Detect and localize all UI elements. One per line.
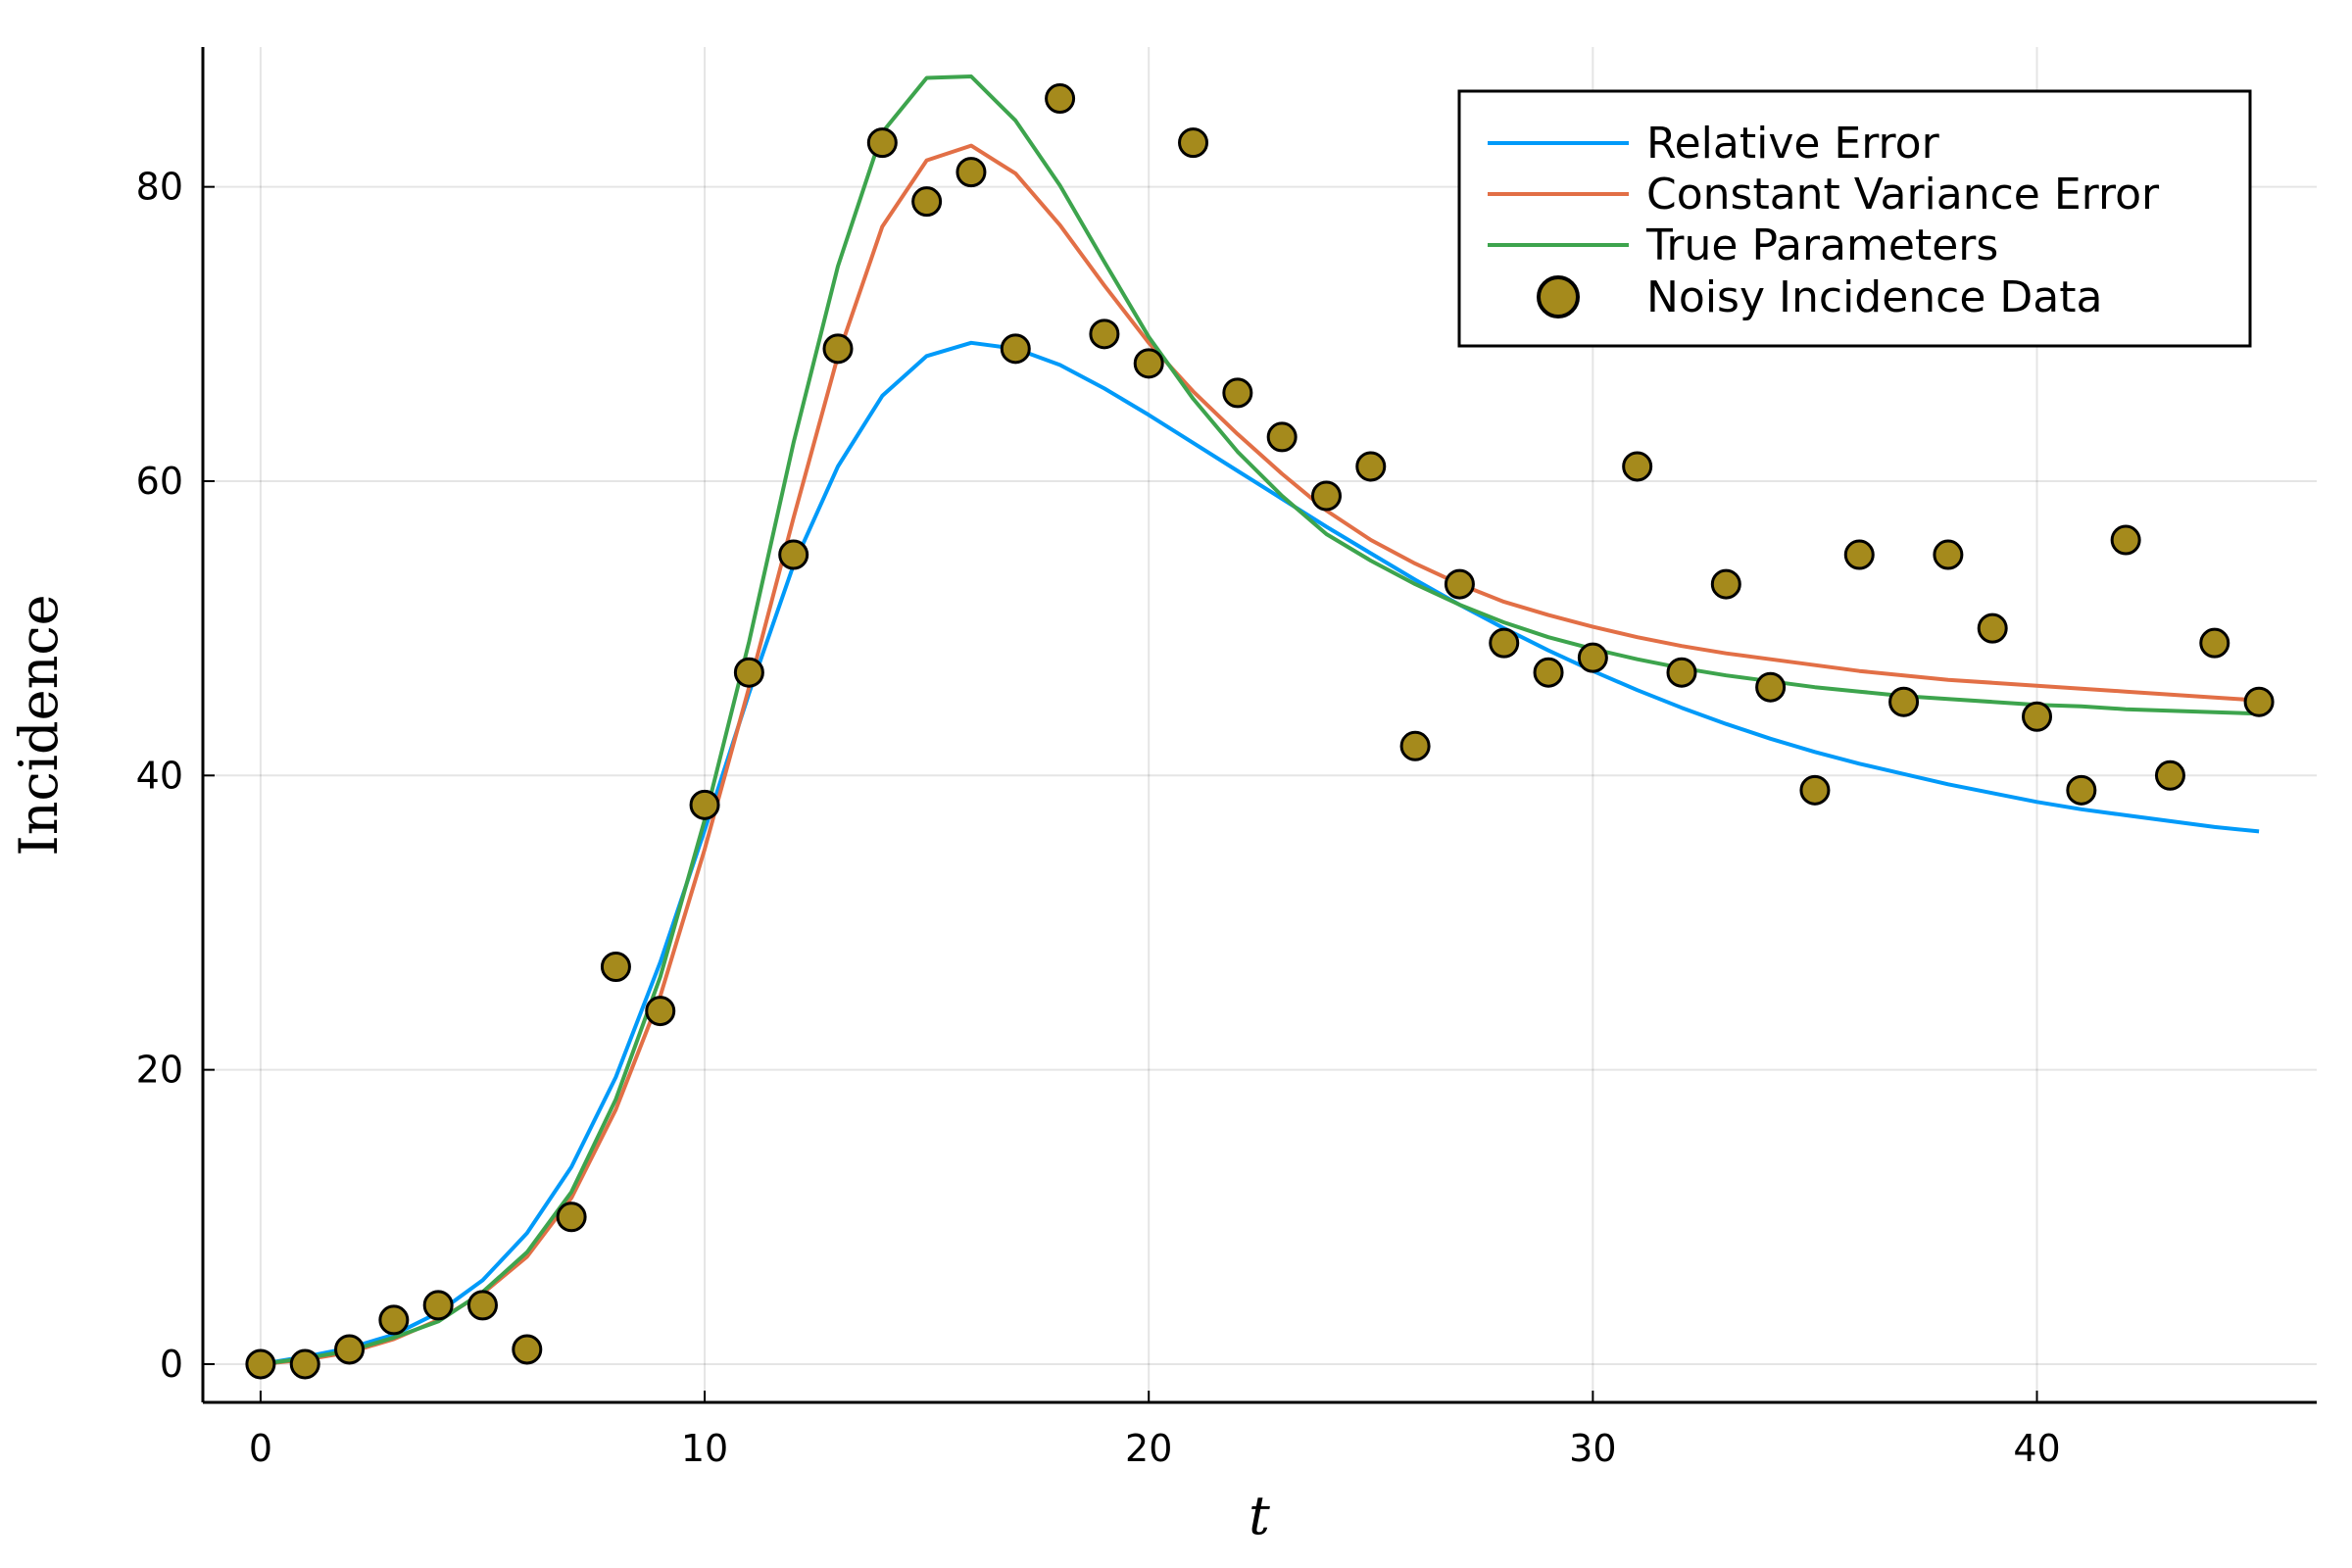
data-point: [1799, 774, 1831, 806]
data-point: [378, 1304, 410, 1336]
legend-entry-label: True Parameters: [1645, 220, 1998, 270]
data-point: [866, 127, 898, 159]
legend-entry-label: Relative Error: [1646, 119, 1940, 169]
data-point: [334, 1334, 366, 1365]
data-point: [778, 539, 809, 570]
series-line-constant-variance-error: [260, 143, 2260, 1366]
data-point: [600, 952, 631, 983]
data-point: [1977, 612, 2008, 644]
data-point: [1045, 83, 1076, 115]
y-tick-label: 80: [136, 166, 183, 209]
data-point: [689, 789, 720, 820]
x-tick-label: 20: [1125, 1427, 1172, 1470]
data-point: [1755, 671, 1787, 703]
data-point: [822, 333, 854, 365]
data-point: [556, 1201, 587, 1233]
data-point: [1355, 451, 1387, 482]
data-point: [956, 157, 987, 188]
y-tick-label: 40: [136, 754, 183, 797]
data-point: [1710, 568, 1741, 600]
data-point: [1533, 657, 1564, 688]
data-point: [1489, 627, 1520, 659]
data-point: [422, 1290, 454, 1321]
data-point: [1000, 333, 1031, 365]
data-point: [733, 657, 764, 688]
legend-entry-label: Constant Variance Error: [1646, 170, 2160, 220]
x-axis-title: t: [1249, 1485, 1270, 1546]
data-point: [1933, 539, 1964, 570]
data-point: [2154, 760, 2185, 791]
data-point: [1577, 642, 1608, 673]
series-line-true-parameters: [260, 74, 2260, 1366]
data-point: [911, 186, 943, 218]
data-point: [1089, 318, 1120, 350]
data-point: [1444, 568, 1475, 600]
axes: [201, 47, 2317, 1404]
tick-labels: 0 10 20 30 40 0 20 40 60 80: [136, 166, 2061, 1470]
data-point: [1399, 730, 1431, 761]
data-point: [1843, 539, 1875, 570]
x-tick-label: 0: [249, 1427, 272, 1470]
data-point: [1133, 348, 1164, 379]
data-point: [1888, 686, 1920, 717]
data-point: [2110, 524, 2141, 556]
data-point: [1310, 480, 1342, 512]
y-axis-title: Incidence: [8, 594, 70, 856]
data-point: [645, 996, 676, 1027]
x-tick-label: 40: [2013, 1427, 2060, 1470]
series-lines: [260, 74, 2260, 1366]
legend-entry-label: Noisy Incidence Data: [1646, 272, 2102, 322]
data-point: [512, 1334, 543, 1365]
data-point: [2022, 701, 2053, 732]
data-point: [2066, 774, 2097, 806]
y-tick-label: 0: [160, 1343, 183, 1386]
legend-swatch-marker: [1537, 275, 1580, 318]
data-point: [466, 1290, 498, 1321]
y-tick-label: 20: [136, 1049, 183, 1092]
x-tick-label: 30: [1569, 1427, 1616, 1470]
data-point: [1266, 421, 1298, 453]
x-tick-label: 10: [681, 1427, 728, 1470]
data-point: [1178, 127, 1209, 159]
data-point: [245, 1348, 276, 1380]
data-points: [245, 83, 2275, 1380]
data-point: [2243, 686, 2275, 717]
data-point: [1222, 377, 1253, 409]
data-point: [1622, 451, 1653, 482]
data-point: [289, 1348, 320, 1380]
data-point: [2199, 627, 2230, 659]
series-line-relative-error: [260, 340, 2260, 1366]
data-point: [1666, 657, 1697, 688]
legend-box: [1457, 89, 2252, 348]
y-tick-label: 60: [136, 460, 183, 503]
